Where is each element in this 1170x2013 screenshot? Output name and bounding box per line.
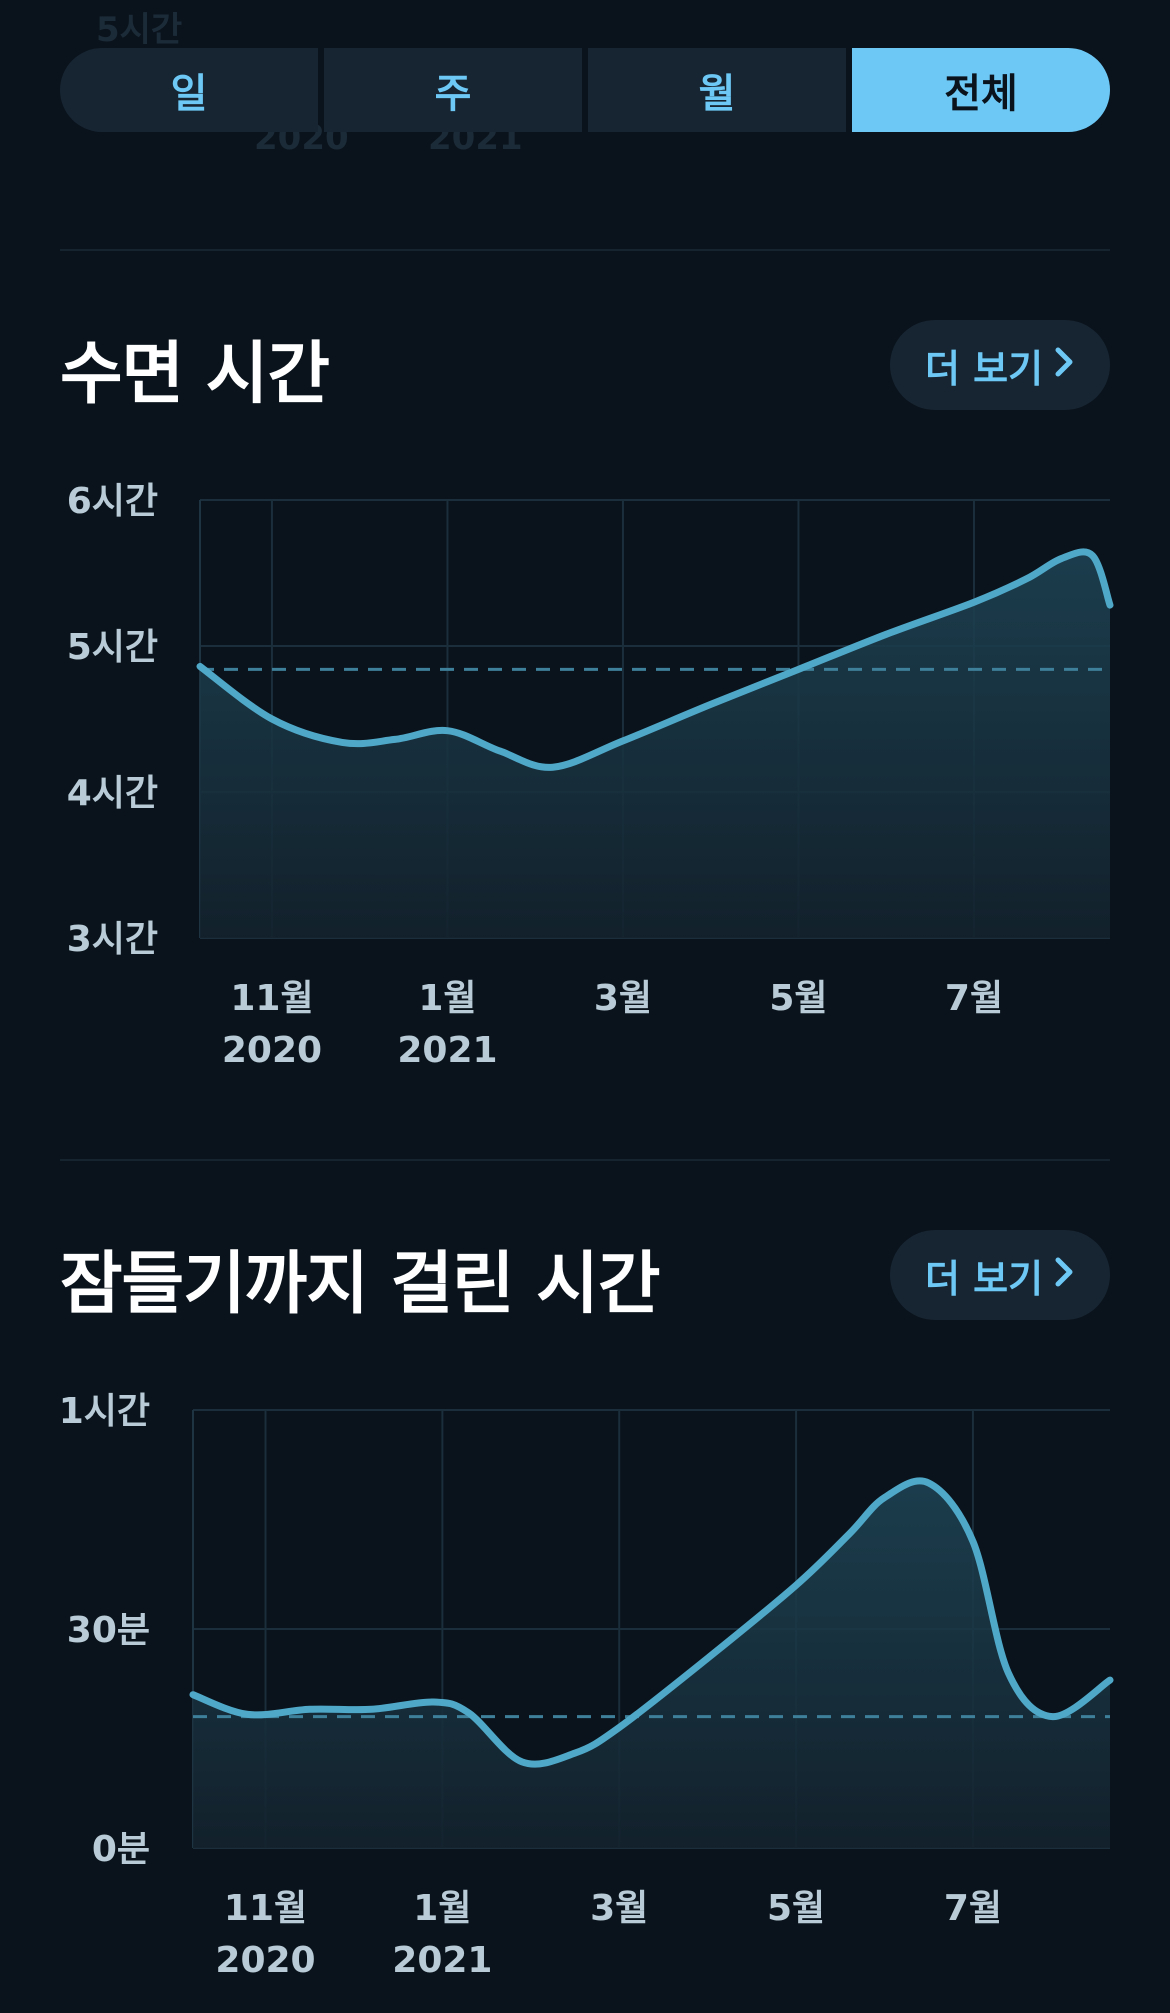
sleep-y-tick-label: 6시간 xyxy=(67,481,158,522)
sleep-x-year-label: 2021 xyxy=(397,1030,497,1071)
sleep-duration-title: 수면 시간 xyxy=(60,335,330,414)
sleep-x-year-label: 2020 xyxy=(222,1030,322,1071)
tab-all[interactable]: 전체 xyxy=(852,48,1110,132)
latency-x-tick-label: 1월 xyxy=(413,1888,471,1929)
latency-x-year-label: 2021 xyxy=(392,1940,492,1981)
tab-month[interactable]: 월 xyxy=(588,48,846,132)
sleep-x-tick-label: 1월 xyxy=(418,978,476,1019)
sleep-duration-more-button[interactable]: 더 보기 xyxy=(890,320,1110,410)
tab-day[interactable]: 일 xyxy=(60,48,318,132)
latency-x-tick-label: 5월 xyxy=(767,1888,825,1929)
more-button-label: 더 보기 xyxy=(924,346,1044,391)
sleep-duration-chart: 3시간 4시간 5시간 6시간 11월 1월 3월 5월 7월 2020 2021 xyxy=(67,481,1114,1071)
sleep-x-tick-label: 3월 xyxy=(594,978,652,1019)
sleep-x-tick-label: 7월 xyxy=(945,978,1003,1019)
period-tabs: 일 주 월 전체 xyxy=(60,48,1110,132)
latency-y-tick-label: 1시간 xyxy=(59,1391,150,1432)
more-button-label: 더 보기 xyxy=(924,1256,1044,1301)
sleep-y-tick-label: 5시간 xyxy=(67,627,158,668)
chevron-right-icon xyxy=(1053,1253,1075,1297)
sleep-x-tick-label: 5월 xyxy=(769,978,827,1019)
latency-y-tick-label: 0분 xyxy=(92,1829,150,1870)
latency-x-tick-label: 11월 xyxy=(224,1888,307,1929)
tab-week[interactable]: 주 xyxy=(324,48,582,132)
sleep-series-area xyxy=(200,551,1110,938)
sleep-y-tick-label: 4시간 xyxy=(67,773,158,814)
sleep-y-tick-label: 3시간 xyxy=(67,919,158,960)
latency-x-tick-label: 3월 xyxy=(590,1888,648,1929)
sleep-latency-title: 잠들기까지 걸린 시간 xyxy=(60,1245,660,1324)
latency-series-line xyxy=(189,1477,1114,1768)
latency-x-tick-label: 7월 xyxy=(944,1888,1002,1929)
section-divider xyxy=(60,249,1110,251)
latency-series-area xyxy=(193,1480,1110,1848)
sleep-series-line xyxy=(196,548,1114,771)
latency-y-tick-label: 30분 xyxy=(67,1610,150,1651)
sleep-x-tick-label: 11월 xyxy=(230,978,313,1019)
ghost-y-label: 5시간 xyxy=(96,10,183,50)
latency-x-year-label: 2020 xyxy=(215,1940,315,1981)
sleep-latency-more-button[interactable]: 더 보기 xyxy=(890,1230,1110,1320)
chevron-right-icon xyxy=(1053,343,1075,387)
section-divider xyxy=(60,1159,1110,1161)
